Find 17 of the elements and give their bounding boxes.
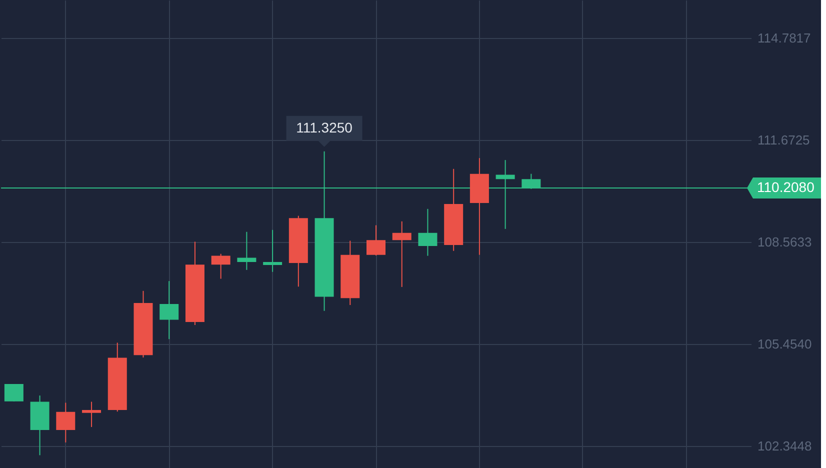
candlestick (392, 220, 412, 288)
candlestick (418, 208, 438, 256)
candlestick (4, 384, 24, 402)
candlestick (56, 402, 76, 443)
y-tick-label: 102.3448 (758, 438, 812, 454)
candlestick (263, 229, 282, 272)
y-tick-label: 111.6725 (758, 132, 810, 148)
candlestick (82, 401, 102, 428)
candlestick (366, 224, 386, 256)
candlestick (211, 253, 230, 280)
y-tick-label: 114.7817 (758, 30, 811, 46)
candlestick (160, 280, 179, 340)
ref-line-label: 110.2080 (757, 178, 815, 195)
annotation: 111.3250 (296, 119, 353, 136)
candlestick (237, 231, 256, 270)
y-tick-label: 108.5633 (758, 234, 812, 250)
y-tick-label: 105.4540 (758, 336, 812, 352)
